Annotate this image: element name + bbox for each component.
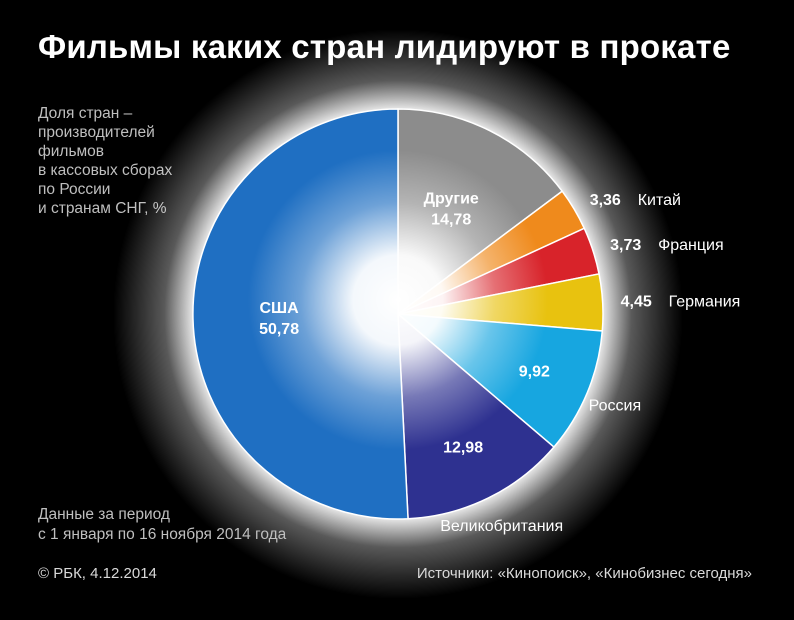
slice-value-франция: 3,73: [610, 237, 641, 254]
subtitle-line: по России: [38, 181, 111, 198]
subtitle-line: в кассовых сборах: [38, 162, 173, 179]
subtitle-line: Доля стран –: [38, 105, 133, 122]
subtitle-line: производителей: [38, 124, 155, 141]
slice-value-россия: 9,92: [519, 364, 550, 381]
slice-value-германия: 4,45: [621, 293, 652, 310]
slice-label-сша: США: [260, 300, 300, 317]
slice-value-великобритания: 12,98: [443, 440, 483, 457]
slice-label-великобритания: Великобритания: [440, 518, 563, 535]
pie-labels: Другие 14,78 3,36 Китай 3,73 Франция 4,45 Герма…: [259, 191, 740, 535]
pie-center-glow: [248, 150, 548, 450]
slice-label-другие: Другие: [424, 191, 479, 208]
copyright: © РБК, 4.12.2014: [38, 565, 157, 582]
slice-value-сша: 50,78: [259, 321, 299, 338]
period-line: с 1 января по 16 ноября 2014 года: [38, 526, 287, 543]
slice-label-россия: Россия: [589, 397, 641, 414]
slice-value-китай: 3,36: [590, 192, 621, 209]
slice-label-франция: Франция: [658, 237, 724, 254]
period-line: Данные за период: [38, 506, 170, 523]
slice-label-китай: Китай: [638, 192, 681, 209]
subtitle-line: фильмов: [38, 143, 105, 160]
data-period: Данные за период с 1 января по 16 ноября…: [38, 505, 338, 545]
sources: Источники: «Кинопоиск», «Кинобизнес сего…: [416, 565, 752, 582]
slice-value-другие: 14,78: [431, 212, 471, 229]
slice-label-германия: Германия: [669, 293, 741, 310]
